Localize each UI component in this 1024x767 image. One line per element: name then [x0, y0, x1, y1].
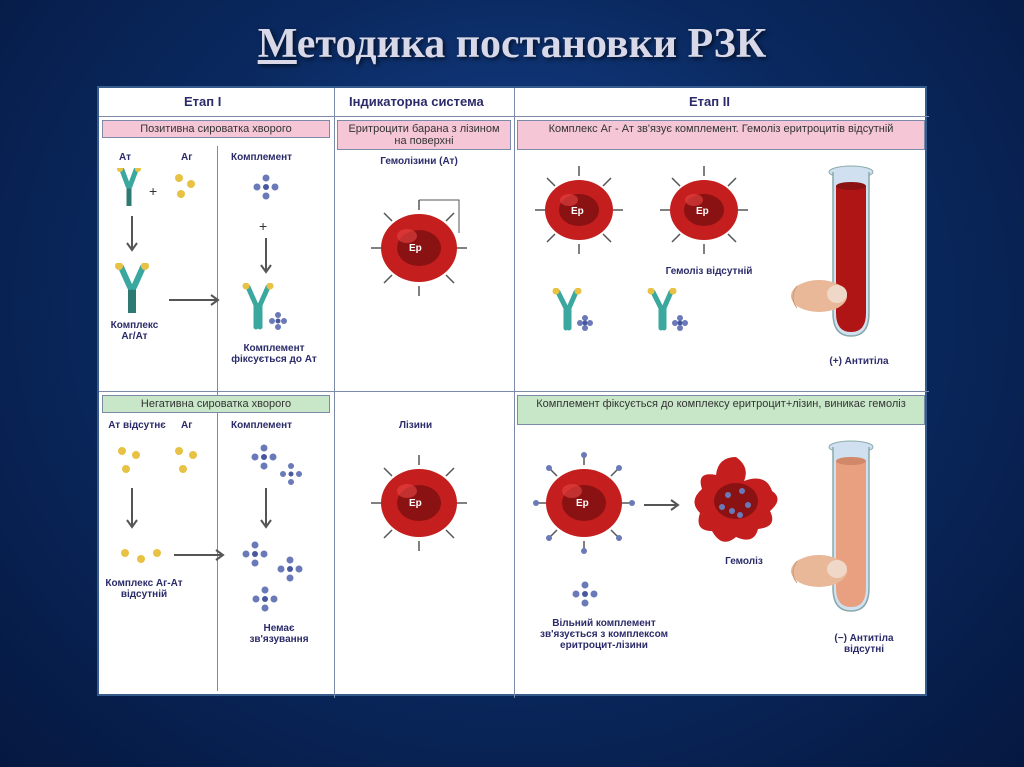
arrow-down-icon [259, 488, 273, 533]
label-antibodies-neg: (−) Антитіла відсутні [819, 633, 909, 655]
label-er: Ер [409, 498, 422, 509]
antigen-icon [171, 443, 203, 479]
test-tube-positive-icon [789, 158, 919, 368]
complement-icon [249, 583, 281, 615]
grid-hline [99, 391, 929, 392]
header-indicator: Індикаторна система [349, 94, 484, 109]
label-hemolysis: Гемоліз [714, 556, 774, 567]
label-er: Ер [576, 498, 589, 509]
arrow-right-icon [644, 498, 684, 512]
antigen-icon [114, 443, 146, 479]
grid-hline [99, 116, 929, 117]
label-ag: Аг [181, 420, 192, 431]
label-ag: Аг [181, 152, 192, 163]
antibody-complement-icon [234, 283, 294, 339]
arrow-right-icon [169, 293, 224, 307]
box-negative-serum: Негативна сироватка хворого [102, 395, 330, 413]
complement-icon [569, 578, 601, 610]
label-no-binding: Немає зв'язування [239, 623, 319, 645]
antibody-complement-icon [544, 288, 602, 340]
label-at-absent: Ат відсутнє [107, 420, 167, 431]
label-complement: Комплемент [231, 420, 292, 431]
complement-icon [249, 170, 283, 204]
rbc-lysed-icon [684, 446, 789, 551]
label-complement-fixed: Комплемент фіксується до Ат [224, 343, 324, 365]
slide-title: Методика постановки РЗК [258, 20, 767, 68]
arrow-down-icon [125, 488, 139, 533]
grid-vline [334, 88, 335, 698]
complement-icon [274, 553, 306, 585]
complement-icon [239, 538, 271, 570]
label-complex-absent: Комплекс Аг-Ат відсутній [104, 578, 184, 600]
title-rest: етодика постановки РЗК [297, 21, 767, 67]
label-at: Ат [119, 152, 131, 163]
label-hemolysins: Гемолізини (Ат) [379, 156, 459, 167]
label-free-complement: Вільний комплемент зв'язується з комплек… [529, 618, 679, 651]
header-stage1: Етап I [184, 94, 221, 109]
label-er: Ер [571, 206, 584, 217]
title-first-letter: М [258, 21, 297, 67]
arrow-down-icon [125, 216, 139, 256]
plus-sign: + [149, 183, 157, 199]
grid-vline [514, 88, 515, 698]
complement-icon [247, 440, 281, 474]
box-stage2-pos: Комплекс Аг - Ат зв'язує комплемент. Гем… [517, 120, 925, 150]
label-complex: Комплекс Аг/Ат [107, 320, 162, 342]
header-stage2: Етап II [689, 94, 730, 109]
arrow-right-icon [174, 548, 229, 562]
complement-icon [277, 460, 305, 488]
antigen-icon [117, 543, 167, 571]
label-lysins: Лізини [399, 420, 432, 431]
plus-sign: + [259, 218, 267, 234]
label-er: Ер [696, 206, 709, 217]
antigen-icon [171, 170, 199, 204]
arrow-down-icon [259, 238, 273, 278]
label-complement: Комплемент [231, 152, 292, 163]
test-tube-negative-icon [789, 433, 919, 643]
grid-vline [217, 146, 218, 691]
antibody-complex-icon [111, 263, 153, 315]
box-indicator-desc: Еритроцити барана з лізином на поверхні [337, 120, 511, 150]
label-hemolysis-absent: Гемоліз відсутній [659, 266, 759, 277]
label-antibodies-pos: (+) Антитіла [819, 356, 899, 367]
diagram-panel: Етап I Індикаторна система Етап II Позит… [97, 86, 927, 696]
antibody-icon [114, 168, 144, 208]
box-positive-serum: Позитивна сироватка хворого [102, 120, 330, 138]
box-stage2-neg: Комплемент фіксується до комплексу еритр… [517, 395, 925, 425]
label-er: Ер [409, 243, 422, 254]
antibody-complement-icon [639, 288, 697, 340]
